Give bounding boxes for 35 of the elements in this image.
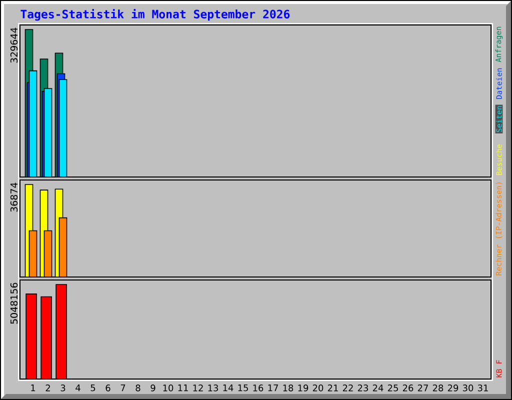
x-tick-label: 6 [106,384,110,392]
x-tick-label: 1 [31,384,36,392]
x-tick-label: 19 [298,384,308,392]
x-tick-label: 28 [432,384,444,392]
x-tick-label: 22 [342,384,353,392]
x-tick-label: 18 [283,384,294,392]
x-tick-label: 13 [208,384,218,392]
x-tick-label: 9 [150,384,156,392]
x-tick-label: 10 [163,384,174,392]
x-tick-label: 11 [178,384,188,392]
text: 329644 [10,28,18,63]
x-tick-label: 4 [76,384,80,392]
x-tick-label: 27 [418,384,428,392]
text: 36874 [10,182,18,212]
x-tick-label: 17 [268,384,278,392]
x-tick-label: 15 [238,384,248,392]
x-tick-label: 7 [120,384,126,392]
chart-title: Tages-Statistik im Monat September 2026 [20,8,290,21]
x-tick-label: 20 [312,384,324,392]
x-tick-label: 21 [328,384,338,392]
x-tick-label: 25 [388,384,398,392]
x-tick-label: 30 [462,384,474,392]
x-tick-label: 2 [46,384,50,392]
x-tick-label: 8 [136,384,140,392]
x-tick-label: 3 [60,384,66,392]
x-tick-label: 24 [372,384,384,392]
x-tick-label: 16 [253,384,264,392]
x-tick-label: 31 [478,384,488,392]
x-tick-label: 23 [358,384,368,392]
x-tick-label: 14 [223,384,234,392]
x-tick-label: 29 [448,384,458,392]
x-tick-label: 5 [90,384,96,392]
x-tick-label: 26 [402,384,414,392]
x-tick-label: 12 [193,384,203,392]
text: 5048156 [10,282,18,324]
